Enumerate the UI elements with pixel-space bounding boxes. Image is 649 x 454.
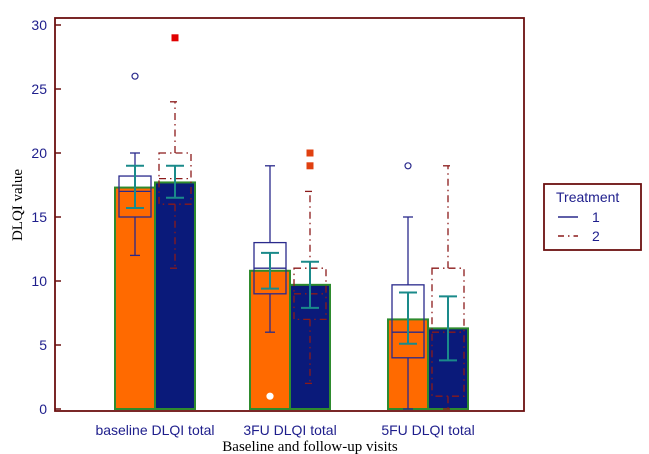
legend: Treatment 1 2 (543, 183, 642, 251)
legend-title: Treatment (556, 189, 619, 205)
bar (154, 181, 196, 410)
y-tick-label: 5 (39, 337, 47, 353)
outlier-point (306, 162, 314, 170)
x-category-label: 3FU DLQI total (243, 422, 336, 438)
y-tick-label: 15 (31, 209, 47, 225)
bar (249, 269, 291, 411)
y-tick-label: 25 (31, 81, 47, 97)
y-tick-label: 30 (31, 17, 47, 33)
x-category-label: 5FU DLQI total (381, 422, 474, 438)
x-axis-title: Baseline and follow-up visits (222, 439, 398, 454)
y-axis-title: DLQI value (10, 169, 26, 241)
outlier-point (171, 34, 179, 42)
y-tick-label: 10 (31, 273, 47, 289)
y-tick-label: 20 (31, 145, 47, 161)
legend-label-1: 1 (592, 209, 600, 225)
outlier-point (404, 162, 412, 170)
outlier-point (266, 392, 274, 400)
y-tick-label: 0 (39, 401, 47, 417)
outlier-point (131, 72, 139, 80)
x-category-label: baseline DLQI total (95, 422, 214, 438)
outlier-point (306, 149, 314, 157)
legend-label-2: 2 (592, 228, 600, 244)
